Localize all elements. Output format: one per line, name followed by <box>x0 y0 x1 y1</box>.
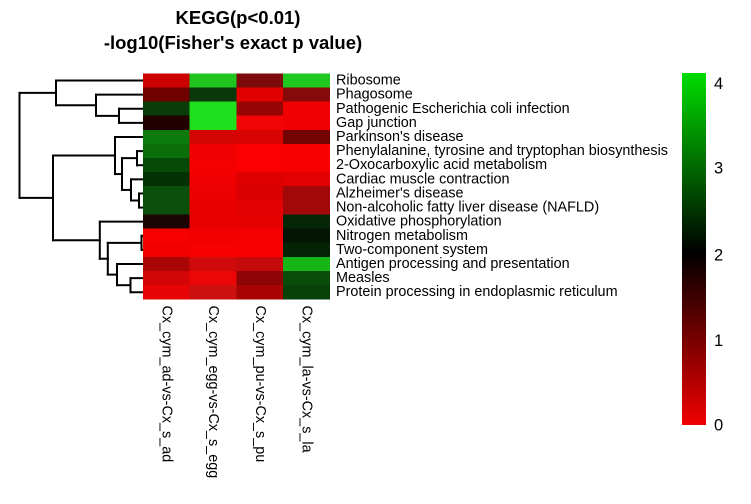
svg-text:KEGG(p<0.01): KEGG(p<0.01) <box>176 7 301 28</box>
svg-text:Oxidative phosphorylation: Oxidative phosphorylation <box>336 214 502 230</box>
svg-text:3: 3 <box>714 160 723 178</box>
svg-text:4: 4 <box>714 75 723 93</box>
svg-text:2: 2 <box>714 247 723 265</box>
svg-text:Pathogenic Escherichia coli in: Pathogenic Escherichia coli infection <box>336 101 570 117</box>
svg-text:Ribosome: Ribosome <box>336 73 401 89</box>
svg-text:Protein processing in endoplas: Protein processing in endoplasmic reticu… <box>336 284 618 300</box>
svg-text:Phenylalanine, tyrosine and tr: Phenylalanine, tyrosine and tryptophan b… <box>336 143 668 159</box>
svg-text:Two-component system: Two-component system <box>336 242 488 258</box>
svg-text:-log10(Fisher's exact p value): -log10(Fisher's exact p value) <box>104 32 362 53</box>
svg-text:Phagosome: Phagosome <box>336 87 413 103</box>
svg-text:Cx_cym_egg-vs-Cx_s_egg: Cx_cym_egg-vs-Cx_s_egg <box>205 306 221 479</box>
svg-text:Measles: Measles <box>336 270 390 286</box>
svg-text:Antigen processing and present: Antigen processing and presentation <box>336 256 570 272</box>
svg-text:2-Oxocarboxylic acid metabolis: 2-Oxocarboxylic acid metabolism <box>336 157 547 173</box>
svg-text:Parkinson's disease: Parkinson's disease <box>336 129 464 145</box>
svg-text:Cx_cym_la-vs-Cx_s_la: Cx_cym_la-vs-Cx_s_la <box>299 306 315 453</box>
svg-text:Alzheimer's disease: Alzheimer's disease <box>336 185 464 201</box>
svg-text:Gap junction: Gap junction <box>336 115 417 131</box>
svg-text:0: 0 <box>714 417 723 435</box>
svg-text:Cardiac muscle contraction: Cardiac muscle contraction <box>336 171 510 187</box>
svg-text:Cx_cym_ad-vs-Cx_s_ad: Cx_cym_ad-vs-Cx_s_ad <box>158 306 174 463</box>
svg-text:Nitrogen metabolism: Nitrogen metabolism <box>336 228 468 244</box>
svg-text:Cx_cym_pu-vs-Cx_s_pu: Cx_cym_pu-vs-Cx_s_pu <box>252 306 268 463</box>
svg-text:1: 1 <box>714 332 723 350</box>
svg-text:Non-alcoholic fatty liver dise: Non-alcoholic fatty liver disease (NAFLD… <box>336 200 599 216</box>
